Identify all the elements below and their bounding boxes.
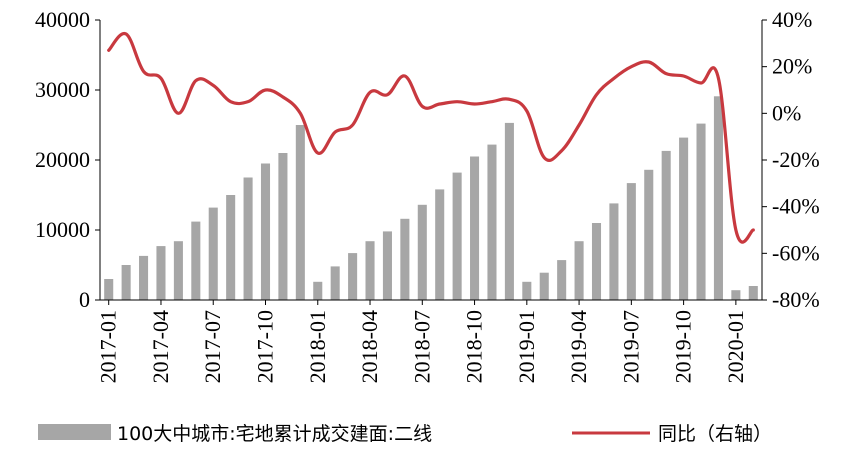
bar (278, 153, 288, 300)
right-tick-label: -60% (772, 240, 820, 265)
bar (574, 241, 584, 300)
left-tick-label: 10000 (35, 217, 90, 242)
bar (661, 150, 671, 300)
right-tick-label: 40% (772, 7, 812, 32)
bar (470, 156, 480, 300)
bar (382, 231, 392, 300)
bar (191, 221, 201, 300)
x-tick-label: 2019-01 (514, 310, 539, 383)
bar (452, 172, 462, 300)
x-tick-label: 2017-10 (253, 310, 278, 383)
bar (731, 290, 741, 300)
bar (435, 189, 445, 300)
right-tick-label: -40% (772, 194, 820, 219)
yoy-line (107, 31, 755, 244)
left-tick-label: 40000 (35, 7, 90, 32)
bar (260, 163, 271, 300)
left-tick-label: 0 (79, 287, 90, 312)
bar-series (104, 96, 758, 301)
right-axis-ticks: -80% -60% -40% -20% 0% 20% 40% (762, 7, 820, 312)
left-axis-ticks: 0 10000 20000 30000 40000 (35, 7, 100, 312)
bar (748, 286, 758, 300)
left-tick-label: 30000 (35, 77, 90, 102)
bar (487, 144, 497, 300)
bar (539, 272, 549, 300)
bar (173, 241, 183, 300)
bar (626, 183, 636, 300)
bar (591, 223, 602, 300)
x-tick-label: 2017-01 (96, 310, 121, 383)
legend-bar-label: 100大中城市:宅地累计成交建面:二线 (117, 423, 432, 445)
right-tick-label: -20% (772, 147, 820, 172)
bar (243, 177, 253, 300)
bar (679, 137, 689, 300)
bar (609, 203, 619, 300)
bar (208, 207, 218, 300)
bar (522, 281, 532, 300)
left-tick-label: 20000 (35, 147, 90, 172)
yoy-line-series (107, 31, 755, 244)
legend-line-label: 同比（右轴） (658, 423, 772, 445)
x-tick-label: 2018-01 (305, 310, 330, 383)
bar (400, 218, 410, 300)
right-tick-label: 0% (772, 100, 801, 125)
right-tick-label: -80% (772, 287, 820, 312)
bar (104, 279, 114, 300)
bar (557, 260, 567, 300)
x-tick-label: 2018-07 (409, 310, 434, 383)
x-tick-label: 2017-07 (200, 310, 225, 383)
legend: 100大中城市:宅地累计成交建面:二线 同比（右轴） (38, 423, 772, 445)
bar (417, 204, 427, 300)
x-tick-label: 2017-04 (148, 310, 173, 383)
bar (121, 265, 131, 300)
x-axis-ticks: 2017-01 2017-04 2017-07 2017-10 2018-01 2018-… (96, 300, 748, 383)
right-tick-label: 20% (772, 54, 812, 79)
bar (139, 255, 149, 300)
bar (504, 122, 514, 301)
bar (348, 253, 358, 300)
bar (365, 241, 375, 300)
x-tick-label: 2018-10 (462, 310, 487, 383)
bar (156, 246, 166, 300)
bar (330, 266, 340, 300)
bar (295, 125, 305, 300)
x-tick-label: 2018-04 (357, 310, 382, 383)
bar (644, 169, 654, 300)
legend-bar-swatch (38, 424, 111, 440)
x-tick-label: 2019-04 (566, 310, 591, 383)
bar (696, 123, 706, 300)
bar (713, 96, 723, 300)
bar (226, 195, 236, 300)
x-tick-label: 2020-01 (723, 310, 748, 383)
x-tick-label: 2019-07 (618, 310, 643, 383)
x-tick-label: 2019-10 (671, 310, 696, 383)
bar (313, 281, 323, 300)
